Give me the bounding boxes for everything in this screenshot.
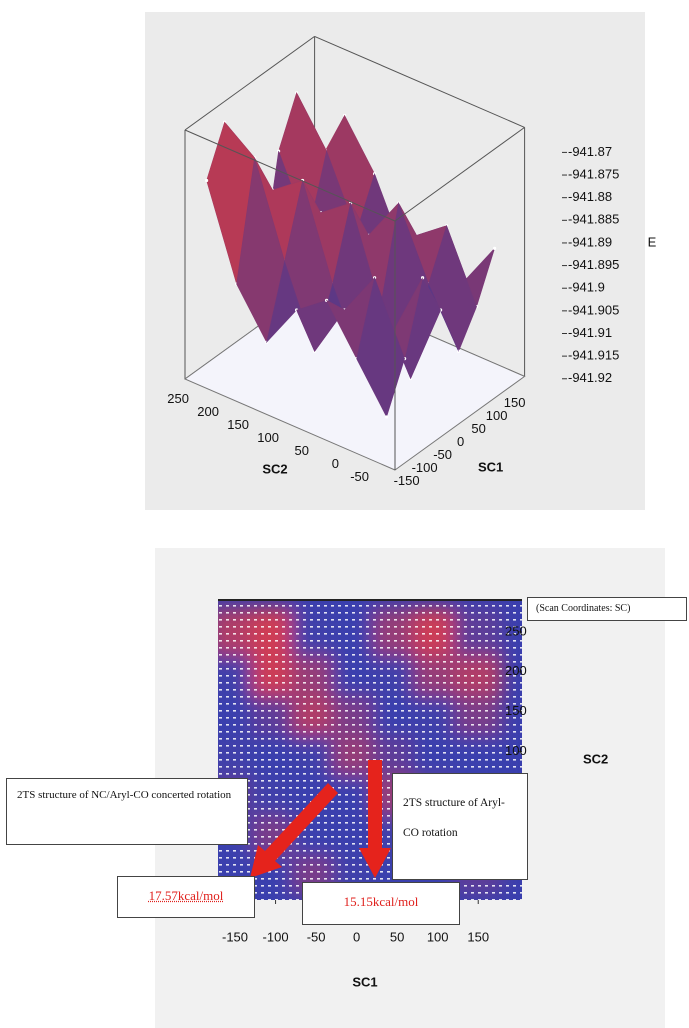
- x-tick-label: 150: [467, 929, 489, 944]
- x-tick-label: -100: [263, 929, 289, 944]
- annotation: 2TS structure of Aryl-CO rotation: [392, 773, 528, 880]
- annotation: 17.57kcal/mol: [117, 876, 255, 918]
- x-tick-label: 0: [457, 434, 464, 449]
- y-tick-label: 150: [505, 703, 527, 718]
- y-tick-label: 0: [332, 456, 339, 471]
- z-tick-label: -941.88: [568, 189, 612, 204]
- y-tick-label: 100: [257, 430, 279, 445]
- y-tick-label: 200: [505, 663, 527, 678]
- x-tick-label: -50: [307, 929, 326, 944]
- x-tick-label: 100: [486, 408, 508, 423]
- surface-chart: -150-100-50050100150-50050100150200250-9…: [167, 35, 657, 488]
- x-axis-label: SC1: [352, 974, 377, 989]
- z-tick-label: -941.9: [568, 280, 605, 295]
- arrow: [359, 760, 391, 878]
- y-tick-label: 50: [295, 443, 309, 458]
- grid-point: [385, 415, 389, 419]
- x-tick-label: 150: [504, 395, 526, 410]
- x-tick-label: 50: [471, 421, 485, 436]
- surface-patch: [356, 276, 405, 418]
- z-tick-label: -941.92: [568, 370, 612, 385]
- x-tick-label: -150: [222, 929, 248, 944]
- x-tick-label: 50: [390, 929, 404, 944]
- y-tick-label: -50: [350, 469, 369, 484]
- y-axis-label: SC2: [262, 461, 287, 476]
- y-tick-label: 250: [167, 391, 189, 406]
- annotation: 15.15kcal/mol: [302, 882, 460, 925]
- z-tick-label: -941.87: [568, 144, 612, 159]
- z-tick-label: -941.895: [568, 257, 619, 272]
- annotation: 2TS structure of NC/Aryl-CO concerted ro…: [6, 778, 248, 845]
- z-tick-label: -941.91: [568, 325, 612, 340]
- x-tick-label: 0: [353, 929, 360, 944]
- x-axis-label: SC1: [478, 459, 503, 474]
- box-edge: [184, 35, 315, 131]
- box-edge: [394, 126, 525, 222]
- z-tick-label: -941.875: [568, 166, 619, 181]
- z-tick-label: -941.89: [568, 234, 612, 249]
- x-tick-label: -150: [394, 473, 420, 488]
- z-tick-label: -941.915: [568, 348, 619, 363]
- z-tick-label: -941.905: [568, 302, 619, 317]
- arrow: [250, 783, 338, 878]
- box-edge: [314, 35, 525, 128]
- grid-point: [205, 178, 209, 183]
- x-tick-label: -50: [433, 447, 452, 462]
- y-tick-label: 200: [197, 404, 219, 419]
- z-tick-label: -941.885: [568, 212, 619, 227]
- z-axis-label: E: [648, 234, 657, 249]
- x-tick-label: 100: [427, 929, 449, 944]
- y-axis-label: SC2: [583, 751, 608, 766]
- annotation: (Scan Coordinates: SC): [527, 597, 687, 621]
- y-tick-label: 150: [227, 417, 249, 432]
- y-tick-label: 250: [505, 623, 527, 638]
- box-edge: [184, 129, 396, 222]
- x-tick-label: -100: [412, 460, 438, 475]
- y-tick-label: 100: [505, 743, 527, 758]
- grid-point: [493, 246, 497, 250]
